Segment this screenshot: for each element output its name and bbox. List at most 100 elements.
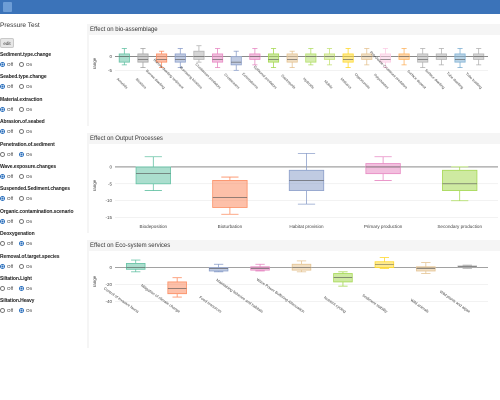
y-tick-label: -15 (105, 215, 112, 220)
radio-off[interactable] (0, 106, 5, 112)
box-4 (291, 263, 312, 271)
radio-on-label: On (26, 218, 33, 224)
radio-on-label: On (26, 286, 33, 291)
pressure-radio-row: Off On (0, 263, 80, 269)
radio-off[interactable] (0, 84, 5, 90)
sidebar: Pressure Test edit Sediment.type.change O… (0, 22, 80, 400)
radio-off-label: Off (7, 84, 14, 90)
box-4 (193, 50, 205, 60)
radio-on-label: On (26, 151, 33, 157)
pressure-group: Suspended.Sediment.changes Off On (0, 186, 80, 206)
radio-off[interactable] (0, 308, 5, 314)
radio-off[interactable] (0, 196, 5, 202)
radio-on-label: On (26, 241, 33, 247)
pressure-radio-row: Off On (0, 196, 80, 202)
x-tick-label: Molluscs (340, 77, 353, 90)
x-tick-label: Bivalves (135, 77, 147, 89)
radio-off[interactable] (0, 129, 5, 135)
pressure-group: Organic.contamination.scenario Off On (0, 209, 80, 229)
x-tick-label: Bioturbation (218, 224, 243, 229)
radio-on[interactable] (19, 151, 25, 157)
x-tick-label: Secondary production (437, 224, 482, 229)
x-tick-label: Echinoderms (241, 72, 259, 90)
pressure-name: Siltation.Heavy (0, 298, 35, 305)
radio-on-label: On (26, 196, 33, 202)
radio-off-label: Off (7, 62, 14, 67)
radio-off-label: Off (7, 151, 14, 157)
x-tick-label: Nutrient cycling (323, 296, 347, 314)
box-1 (167, 281, 187, 295)
sidebar-title: Pressure Test (0, 22, 40, 29)
radio-off[interactable] (0, 62, 5, 67)
radio-on[interactable] (19, 196, 25, 202)
radio-off-label: Off (7, 129, 14, 135)
box-4 (442, 169, 478, 191)
box-8 (267, 53, 280, 63)
y-tick-label: -5 (108, 181, 112, 186)
y-tick-label: -40 (105, 299, 112, 304)
radio-off-label: Off (7, 286, 14, 291)
x-tick-label: Food resources (198, 295, 222, 313)
x-tick-label: Habitat provision (289, 224, 324, 229)
radio-off[interactable] (0, 286, 5, 291)
x-tick-label: Annelids (116, 77, 129, 90)
radio-off[interactable] (0, 151, 5, 157)
y-axis-label: range (92, 57, 97, 69)
x-tick-label: Hydroids (302, 77, 315, 90)
radio-on-label: On (26, 174, 33, 179)
x-tick-label: Tube building (465, 72, 483, 90)
pressure-radio-row: Off On (0, 308, 80, 314)
radio-off[interactable] (0, 263, 5, 269)
box-6 (374, 261, 395, 269)
top-navbar (0, 0, 500, 14)
radio-on[interactable] (19, 241, 25, 247)
pressure-group: Material.extraction Off On (0, 97, 80, 117)
box-6 (230, 56, 242, 66)
pressure-name: Sediment.type.change (0, 52, 52, 58)
radio-off-label: Off (7, 196, 14, 202)
pressure-group: Wave.exposure.changes Off On (0, 164, 80, 184)
box-14 (379, 53, 391, 63)
radio-on[interactable] (19, 308, 25, 314)
radio-off[interactable] (0, 218, 5, 224)
radio-on[interactable] (19, 218, 25, 224)
radio-on[interactable] (19, 106, 25, 112)
radio-on[interactable] (19, 174, 25, 179)
radio-on[interactable] (19, 286, 25, 291)
edit-button[interactable]: edit (0, 38, 14, 48)
menu-toggle-icon[interactable] (3, 2, 12, 12)
bio-assemblage-plot: range 0 -5 Annelids Bivalves Burrow dwelling B… (89, 35, 500, 126)
pressure-group: Deoxygenation Off On (0, 231, 80, 251)
x-tick-label: Crustaceans (223, 73, 240, 90)
radio-off[interactable] (0, 241, 5, 247)
box-3 (365, 163, 401, 175)
radio-off[interactable] (0, 174, 5, 179)
pressure-radio-row: Off On (0, 84, 80, 90)
radio-on[interactable] (19, 129, 25, 135)
pressure-group: Abrasion.of.seabed Off On (0, 119, 80, 139)
radio-on[interactable] (19, 263, 25, 269)
y-tick-label: -20 (105, 282, 112, 287)
x-tick-label: Wild animals (410, 298, 430, 314)
radio-on-label: On (26, 129, 33, 135)
y-axis-label: range (92, 179, 97, 191)
radio-on-label: On (26, 263, 33, 269)
radio-on[interactable] (19, 62, 25, 67)
x-tick-label: Mobile (323, 79, 333, 89)
x-tick-label: Polychaetes (373, 73, 390, 90)
x-tick-label: Surface deposit (406, 69, 426, 89)
radio-off-label: Off (7, 174, 14, 179)
x-tick-label: Burrow dwelling (145, 69, 166, 90)
x-tick-label: Primary production (364, 224, 403, 229)
pressure-radio-row: Off On (0, 241, 80, 247)
y-tick-label: 0 (109, 265, 112, 270)
panel-title: Effect on Output Processes (90, 136, 163, 142)
radio-on[interactable] (19, 84, 25, 90)
pressure-group: Removal.of.target.species Off On (0, 254, 80, 274)
x-tick-label: Sediment stability (361, 293, 388, 313)
pressure-radio-row: Off On (0, 151, 80, 157)
box-18 (454, 53, 466, 63)
radio-off-label: Off (7, 241, 14, 247)
output-processes-chart: range 0 -5 -10 -15 Biodeposition Bioturbation H… (92, 152, 498, 229)
pressure-radio-row: Off On (0, 62, 80, 67)
